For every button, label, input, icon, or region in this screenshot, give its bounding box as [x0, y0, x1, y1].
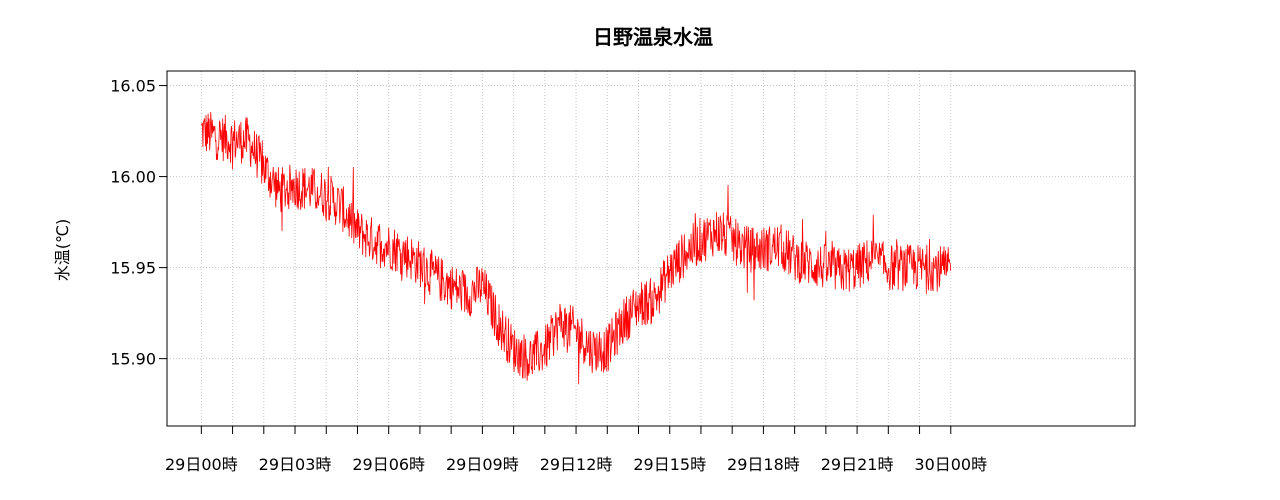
x-tick-label: 29日18時 — [727, 455, 800, 474]
grid — [167, 71, 1135, 426]
series-layer — [200, 111, 952, 385]
axes: 29日00時 29日03時 29日06時 29日09時 29日12時 29日15時 29日1… — [110, 77, 987, 474]
y-tick-label: 15.95 — [110, 259, 156, 278]
x-tick-label: 30日00時 — [914, 455, 987, 474]
x-tick-label: 29日21時 — [821, 455, 894, 474]
y-tick-label: 15.90 — [110, 350, 156, 369]
y-axis-label: 水温(℃) — [53, 219, 72, 281]
x-tick-label: 29日03時 — [259, 455, 332, 474]
x-tick-label: 29日12時 — [540, 455, 613, 474]
series-line — [200, 111, 952, 385]
y-tick-label: 16.00 — [110, 168, 156, 187]
plot-frame — [166, 70, 1136, 427]
chart-title: 日野温泉水温 — [593, 25, 713, 49]
y-tick-label: 16.05 — [110, 77, 156, 96]
x-tick-label: 29日15時 — [633, 455, 706, 474]
x-tick-label: 29日06時 — [352, 455, 425, 474]
x-tick-label: 29日00時 — [165, 455, 238, 474]
x-tick-label: 29日09時 — [446, 455, 519, 474]
